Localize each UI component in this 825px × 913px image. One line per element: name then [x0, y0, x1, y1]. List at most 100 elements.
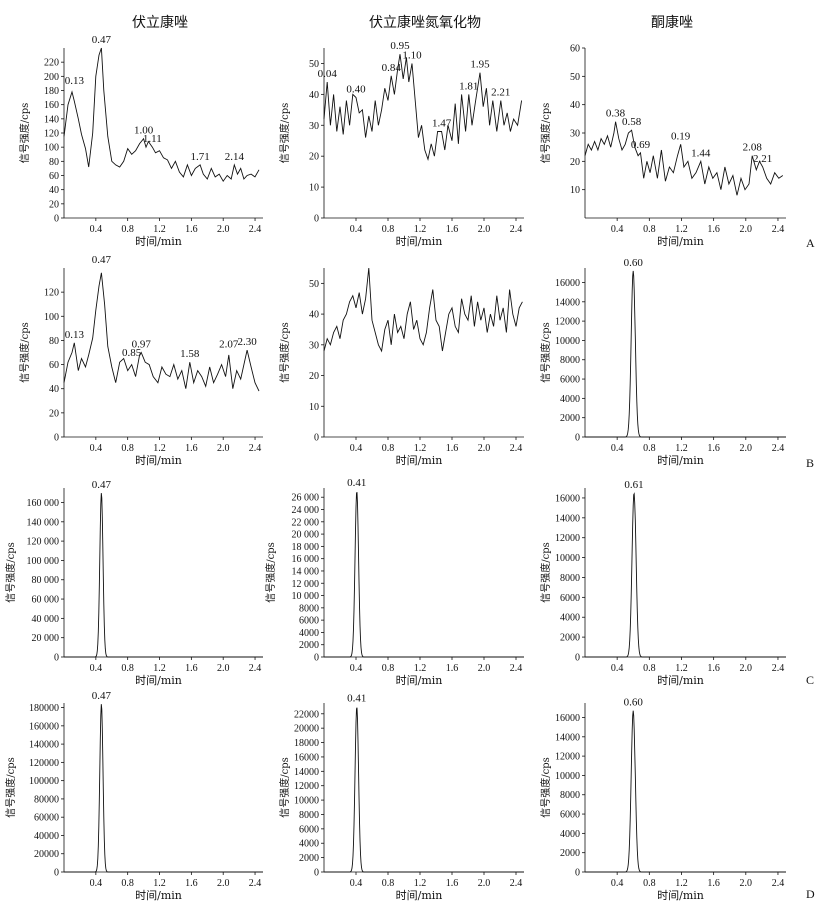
y-tick-label: 60	[570, 44, 580, 55]
x-tick-label: 1.2	[153, 878, 166, 889]
x-tick-label: 2.0	[478, 663, 491, 674]
peak-label: 0.47	[92, 690, 112, 702]
x-tick-label: 1.6	[185, 443, 198, 454]
y-tick-label: 0	[54, 653, 59, 664]
y-axis-label: 信号强度/cps	[4, 757, 17, 818]
row-label-c: C	[806, 673, 815, 687]
y-tick-label: 16000	[555, 713, 580, 724]
y-tick-label: 40	[49, 384, 59, 395]
x-tick-label: 0.8	[382, 443, 395, 454]
y-tick-label: 16000	[294, 752, 319, 763]
y-axis-label: 信号强度/cps	[539, 322, 552, 383]
peak-label: 1.10	[402, 49, 422, 61]
y-tick-label: 40	[49, 185, 59, 196]
y-tick-label: 8000	[560, 790, 580, 801]
x-tick-label: 2.4	[249, 663, 262, 674]
series-line	[64, 493, 263, 658]
y-axis-label: 信号强度/cps	[18, 322, 31, 383]
x-tick-label: 1.2	[675, 443, 688, 454]
series-line	[63, 272, 260, 392]
y-tick-label: 10000	[555, 336, 580, 347]
x-tick-label: 2.0	[478, 443, 491, 454]
y-tick-label: 4000	[299, 839, 319, 850]
y-tick-label: 20 000	[32, 633, 60, 644]
y-tick-label: 10	[309, 402, 319, 413]
x-tick-label: 2.0	[478, 224, 491, 235]
y-tick-label: 8000	[560, 573, 580, 584]
y-tick-label: 60000	[34, 813, 59, 824]
x-axis-label: 时间/min	[135, 889, 182, 902]
y-tick-label: 100	[44, 143, 59, 154]
y-tick-label: 16000	[555, 493, 580, 504]
y-tick-label: 80 000	[32, 575, 60, 586]
y-axis-label: 信号强度/cps	[539, 103, 552, 164]
row-label-b: B	[806, 456, 815, 470]
x-tick-label: 0.8	[382, 878, 395, 889]
series-line	[323, 54, 523, 161]
x-tick-label: 2.0	[478, 878, 491, 889]
series-line	[324, 707, 524, 873]
x-axis-label: 时间/min	[657, 454, 704, 467]
x-tick-label: 2.0	[740, 224, 753, 235]
x-tick-label: 1.2	[675, 663, 688, 674]
y-tick-label: 20	[49, 199, 59, 210]
chart-panel-a-2: 10 20 30 40 50 60 0.4 0.8 1.2 1.6 2.0 2.4 时间/min 信号强度…	[539, 44, 786, 248]
peak-label: 1.95	[470, 59, 490, 71]
peak-label: 0.84	[382, 62, 402, 74]
peak-label: 2.08	[743, 142, 763, 154]
y-tick-label: 6000	[560, 810, 580, 821]
y-tick-label: 0	[54, 868, 59, 879]
column-title-voriconazole-n-oxide: 伏立康唑氮氧化物	[369, 15, 481, 31]
peak-label: 0.47	[92, 254, 112, 266]
chart-panel-c-2: 0 2000 4000 6000 8000 10000 12000 14000 16000 0.4…	[539, 479, 786, 687]
peak-label: 0.69	[631, 139, 651, 151]
chart-panel-d-0: 0 20000 40000 60000 80000 100000 120000 140000 1…	[4, 690, 263, 902]
y-tick-label: 120	[44, 288, 59, 299]
peak-label: 0.41	[347, 693, 366, 705]
y-tick-label: 18 000	[292, 542, 320, 553]
y-tick-label: 160	[44, 100, 59, 111]
x-tick-label: 0.8	[382, 224, 395, 235]
y-tick-label: 180000	[29, 703, 59, 714]
y-tick-label: 6000	[299, 616, 319, 627]
y-tick-label: 14000	[555, 732, 580, 743]
y-axis-label: 信号强度/cps	[264, 542, 277, 603]
y-tick-label: 30	[309, 121, 319, 132]
x-tick-label: 0.4	[90, 663, 103, 674]
peak-label: 1.71	[190, 151, 209, 163]
x-tick-label: 1.2	[153, 663, 166, 674]
x-tick-label: 1.6	[446, 443, 459, 454]
x-tick-label: 2.4	[510, 224, 523, 235]
y-tick-label: 50	[309, 59, 319, 70]
x-tick-label: 0.8	[643, 878, 656, 889]
y-tick-label: 60	[49, 360, 59, 371]
y-tick-label: 20	[570, 157, 580, 168]
chart-panel-b-1: 0 10 20 30 40 50 0.4 0.8 1.2 1.6 2.0 2.4 时间/min 信号强度/…	[278, 267, 524, 467]
y-tick-label: 80	[49, 157, 59, 168]
y-axis-label: 信号强度/cps	[278, 322, 291, 383]
y-tick-label: 0	[314, 868, 319, 879]
y-axis-label: 信号强度/cps	[539, 757, 552, 818]
y-tick-label: 0	[314, 433, 319, 444]
column-title-ketoconazole: 酮康唑	[651, 15, 693, 31]
peak-label: 0.13	[65, 75, 85, 87]
y-tick-label: 40000	[34, 831, 59, 842]
y-tick-label: 140000	[29, 740, 59, 751]
peak-label: 2.30	[237, 336, 257, 348]
x-tick-label: 2.0	[217, 443, 230, 454]
x-tick-label: 2.0	[217, 878, 230, 889]
y-tick-label: 60 000	[32, 595, 60, 606]
x-tick-label: 1.2	[153, 224, 166, 235]
y-tick-label: 4000	[560, 613, 580, 624]
y-tick-label: 0	[575, 433, 580, 444]
y-tick-label: 4000	[560, 829, 580, 840]
y-tick-label: 10	[309, 183, 319, 194]
y-tick-label: 4000	[560, 394, 580, 405]
x-tick-label: 0.8	[121, 224, 134, 235]
y-tick-label: 20000	[34, 849, 59, 860]
y-tick-label: 160 000	[27, 498, 60, 509]
y-tick-label: 10000	[555, 771, 580, 782]
peak-label: 1.44	[691, 147, 711, 159]
x-tick-label: 2.0	[217, 663, 230, 674]
chart-panel-a-0: 0 20 40 60 80 100 120 140 160 180 200 220 0.4 0.8 1.2 1…	[18, 34, 263, 248]
